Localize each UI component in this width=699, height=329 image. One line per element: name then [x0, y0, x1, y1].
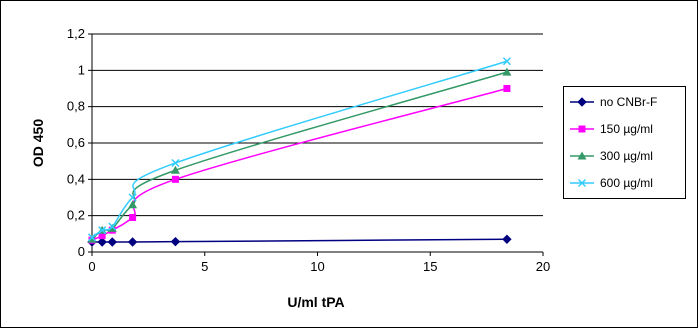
- x-tick-label: 15: [423, 259, 437, 274]
- y-tick-label: 1,2: [67, 26, 85, 41]
- legend-item: 600 µg/ml: [570, 176, 653, 190]
- x-axis-title: U/ml tPA: [287, 294, 344, 310]
- legend-label: 150 µg/ml: [600, 122, 653, 136]
- data-point: [107, 223, 117, 232]
- data-point: [127, 237, 138, 247]
- series-4: [87, 57, 511, 242]
- legend-item: 300 µg/ml: [570, 149, 653, 163]
- legend-box: [563, 86, 686, 199]
- data-point: [87, 234, 97, 243]
- data-point: [171, 158, 180, 168]
- data-point: [503, 85, 511, 92]
- gridlines: [92, 33, 543, 217]
- y-tick-label: 0,8: [67, 99, 85, 114]
- data-point: [171, 175, 179, 183]
- y-tick-label: 0,6: [67, 135, 85, 150]
- series-layer: [87, 57, 512, 247]
- legend-item: no CNBr-F: [570, 95, 657, 109]
- legend-marker: [577, 97, 587, 107]
- x-tick-label: 10: [310, 259, 324, 274]
- data-point: [128, 200, 138, 209]
- data-point: [170, 236, 181, 247]
- legend-label: 600 µg/ml: [600, 176, 653, 190]
- y-tick-label: 1: [78, 62, 85, 77]
- data-point: [170, 165, 180, 174]
- data-point: [97, 237, 107, 247]
- data-point: [98, 232, 106, 240]
- data-point: [98, 226, 107, 235]
- legend-marker: [577, 151, 587, 160]
- data-point: [108, 222, 117, 231]
- data-point: [128, 193, 137, 202]
- y-axis-title: OD 450: [30, 119, 46, 167]
- x-tick-label: 5: [201, 259, 208, 274]
- data-point: [502, 57, 511, 66]
- series-1: [87, 234, 512, 247]
- data-point: [87, 233, 97, 242]
- y-tick-labels: 0 0,2 0,4 0,6 0,8 1 1,2: [67, 26, 92, 259]
- y-tick-label: 0,2: [67, 208, 85, 223]
- y-tick-label: 0: [78, 244, 85, 259]
- legend-label: no CNBr-F: [600, 95, 657, 109]
- data-point: [107, 237, 118, 247]
- y-tick-label: 0,4: [67, 171, 85, 186]
- legend-label: 300 µg/ml: [600, 149, 653, 163]
- legend-marker: [578, 125, 586, 133]
- legend-item: 150 µg/ml: [570, 122, 653, 136]
- x-tick-labels: 0 5 10 15 20: [88, 252, 550, 274]
- data-point: [502, 67, 512, 76]
- legend: no CNBr-F 150 µg/ml 300 µg/ml 600 µg/ml: [563, 86, 686, 199]
- data-point: [129, 213, 137, 221]
- x-tick-label: 20: [536, 259, 550, 274]
- data-point: [502, 234, 512, 244]
- x-tick-label: 0: [88, 259, 95, 274]
- legend-marker: [577, 178, 587, 188]
